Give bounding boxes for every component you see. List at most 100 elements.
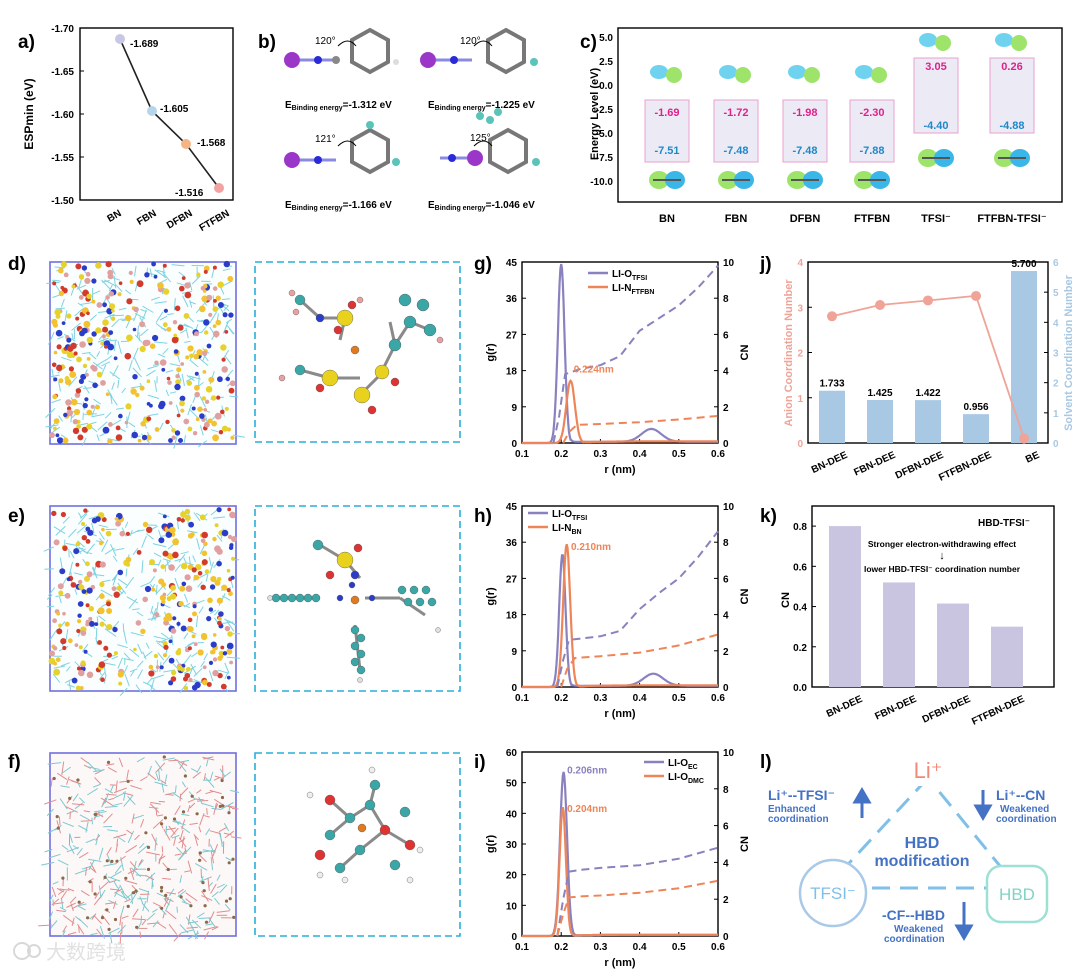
ion-atom bbox=[98, 661, 106, 668]
ion-atom bbox=[144, 831, 148, 835]
solvent-molecule bbox=[205, 828, 211, 836]
panel-label-d: d) bbox=[8, 254, 26, 275]
ion-atom bbox=[229, 380, 236, 387]
ion-atom bbox=[166, 327, 172, 332]
solvent-molecule bbox=[147, 365, 159, 370]
tick-label: 1 bbox=[797, 394, 803, 405]
solvent-molecule bbox=[113, 833, 127, 839]
atom bbox=[415, 597, 425, 607]
panel-a-value-label: -1.568 bbox=[197, 138, 226, 149]
solvent-molecule bbox=[124, 673, 130, 687]
tick-label: 4 bbox=[723, 367, 729, 378]
ion-atom bbox=[204, 399, 210, 404]
ion-atom bbox=[79, 330, 85, 337]
atom bbox=[316, 871, 324, 879]
ion-atom bbox=[115, 425, 121, 431]
solvent-molecule bbox=[141, 919, 147, 926]
solvent-molecule bbox=[63, 914, 75, 924]
ion-atom bbox=[97, 607, 105, 615]
solvent-molecule bbox=[179, 793, 182, 802]
tick-label: DFBN bbox=[790, 213, 821, 225]
solvent-molecule bbox=[80, 890, 90, 897]
y2-axis-label: CN bbox=[739, 345, 751, 361]
solvent-molecule bbox=[48, 587, 56, 597]
ion-atom bbox=[201, 559, 208, 566]
solvent-molecule bbox=[74, 589, 78, 595]
ion-atom bbox=[172, 320, 178, 325]
solvent-molecule bbox=[104, 313, 115, 319]
solvent-molecule bbox=[191, 919, 202, 929]
ion-atom bbox=[154, 360, 159, 365]
solvent-molecule bbox=[129, 668, 138, 673]
ion-atom bbox=[193, 574, 200, 581]
ion-atom bbox=[77, 613, 82, 618]
solvent-molecule bbox=[90, 421, 97, 425]
cn-curve bbox=[552, 264, 719, 444]
solvent-molecule bbox=[91, 522, 95, 533]
solvent-molecule bbox=[185, 327, 189, 339]
tick-label: 50 bbox=[506, 779, 518, 790]
tick-label: 0.5 bbox=[672, 449, 686, 460]
ion-atom bbox=[82, 402, 88, 409]
bar bbox=[937, 603, 969, 687]
solvent-molecule bbox=[107, 766, 117, 773]
bottom-sub-1: Weakened bbox=[894, 924, 943, 935]
solvent-molecule bbox=[193, 679, 204, 684]
solvent-molecule bbox=[99, 925, 105, 939]
molecule-bn: 120° EBinding energy=-1.312 eV bbox=[284, 27, 399, 112]
solvent-molecule bbox=[134, 357, 141, 371]
ion-atom bbox=[139, 385, 145, 391]
solvent-molecule bbox=[197, 581, 203, 588]
tick-label: 5.0 bbox=[599, 33, 613, 44]
bar bbox=[883, 582, 915, 687]
ion-atom bbox=[75, 263, 82, 270]
solvent-molecule bbox=[103, 666, 106, 676]
solvent-molecule bbox=[127, 868, 138, 875]
ion-atom bbox=[180, 362, 185, 366]
tick-label: 9 bbox=[511, 647, 517, 658]
solvent-molecule bbox=[123, 665, 129, 674]
ion-atom bbox=[137, 438, 142, 443]
anion-cn-point bbox=[875, 299, 885, 310]
tick-label: FBN bbox=[135, 208, 158, 228]
solvent-molecule bbox=[178, 271, 186, 278]
ion-atom bbox=[172, 551, 179, 559]
ion-atom bbox=[82, 363, 88, 369]
ion-atom bbox=[103, 645, 109, 651]
tick-label: 0.6 bbox=[711, 693, 725, 704]
ion-atom bbox=[128, 270, 133, 275]
ion-atom bbox=[170, 676, 177, 682]
ion-atom bbox=[199, 514, 206, 521]
solvent-molecule bbox=[194, 862, 208, 871]
solvent-molecule bbox=[206, 808, 208, 815]
ion-atom bbox=[58, 623, 62, 628]
solvent-molecule bbox=[93, 361, 103, 370]
ion-atom bbox=[105, 859, 109, 863]
ion-atom bbox=[180, 625, 187, 632]
ion-atom bbox=[67, 345, 74, 352]
solvent-molecule bbox=[119, 687, 128, 696]
ion-atom bbox=[201, 295, 208, 303]
solvent-molecule bbox=[192, 555, 197, 563]
ion-atom bbox=[108, 330, 114, 335]
solvent-molecule bbox=[114, 886, 121, 898]
ion-atom bbox=[91, 278, 97, 284]
solvent-molecule bbox=[151, 874, 154, 888]
solvent-molecule bbox=[217, 669, 230, 674]
solvent-molecule bbox=[189, 281, 193, 291]
ion-atom bbox=[212, 536, 217, 542]
solvent-molecule bbox=[129, 670, 135, 677]
tick-label: 4 bbox=[723, 858, 729, 869]
atom bbox=[390, 377, 400, 387]
solvent-molecule bbox=[104, 412, 112, 419]
ion-atom bbox=[217, 621, 222, 626]
ion-atom bbox=[212, 633, 217, 637]
solvent-molecule bbox=[78, 925, 80, 933]
ion-atom bbox=[165, 419, 170, 425]
lumo-label: 3.05 bbox=[925, 61, 946, 73]
atom bbox=[416, 846, 424, 854]
ion-atom bbox=[136, 550, 142, 555]
atom bbox=[350, 641, 360, 651]
solvent-molecule bbox=[146, 533, 154, 540]
ion-atom bbox=[56, 628, 63, 635]
